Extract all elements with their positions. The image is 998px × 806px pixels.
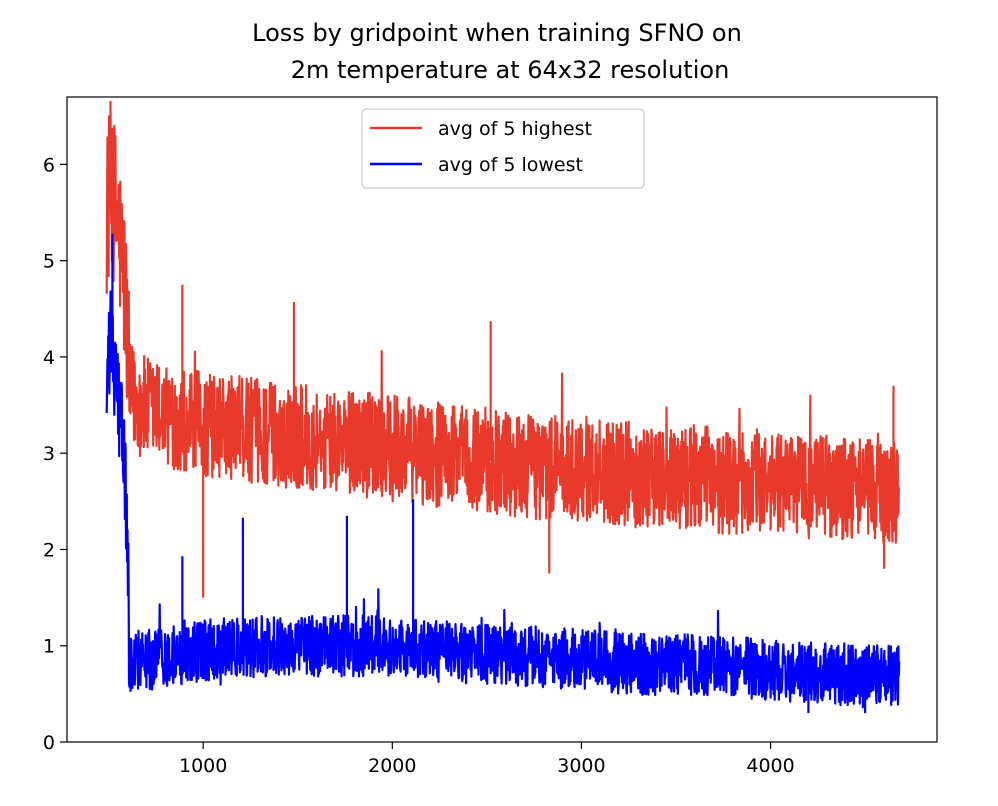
series-line-lowest bbox=[105, 290, 901, 709]
chart-title-line-1: Loss by gridpoint when training SFNO on bbox=[252, 19, 742, 47]
y-tick-label: 6 bbox=[43, 154, 55, 176]
y-tick-label: 5 bbox=[43, 251, 55, 273]
y-tick-label: 1 bbox=[43, 636, 55, 658]
y-tick-label: 3 bbox=[43, 443, 55, 465]
legend: avg of 5 highest avg of 5 lowest bbox=[361, 108, 645, 189]
x-tick-label: 4000 bbox=[746, 755, 794, 777]
legend-label: avg of 5 highest bbox=[438, 118, 592, 140]
chart-title: Loss by gridpoint when training SFNO on … bbox=[252, 19, 742, 84]
plot-area-frame bbox=[66, 96, 938, 743]
y-axis: 0 1 2 3 4 5 6 bbox=[43, 154, 67, 754]
series-line-highest bbox=[105, 100, 901, 545]
x-axis: 1000 2000 3000 4000 bbox=[179, 742, 795, 777]
x-tick-label: 2000 bbox=[368, 755, 416, 777]
y-tick-label: 0 bbox=[43, 732, 55, 754]
x-tick-label: 1000 bbox=[179, 755, 227, 777]
legend-label: avg of 5 lowest bbox=[438, 154, 583, 176]
y-tick-label: 4 bbox=[43, 347, 55, 369]
x-tick-label: 3000 bbox=[557, 755, 605, 777]
chart-title-line-2: 2m temperature at 64x32 resolution bbox=[291, 56, 730, 84]
y-tick-label: 2 bbox=[43, 539, 55, 561]
legend-box bbox=[361, 108, 645, 189]
series-layer bbox=[105, 100, 901, 714]
